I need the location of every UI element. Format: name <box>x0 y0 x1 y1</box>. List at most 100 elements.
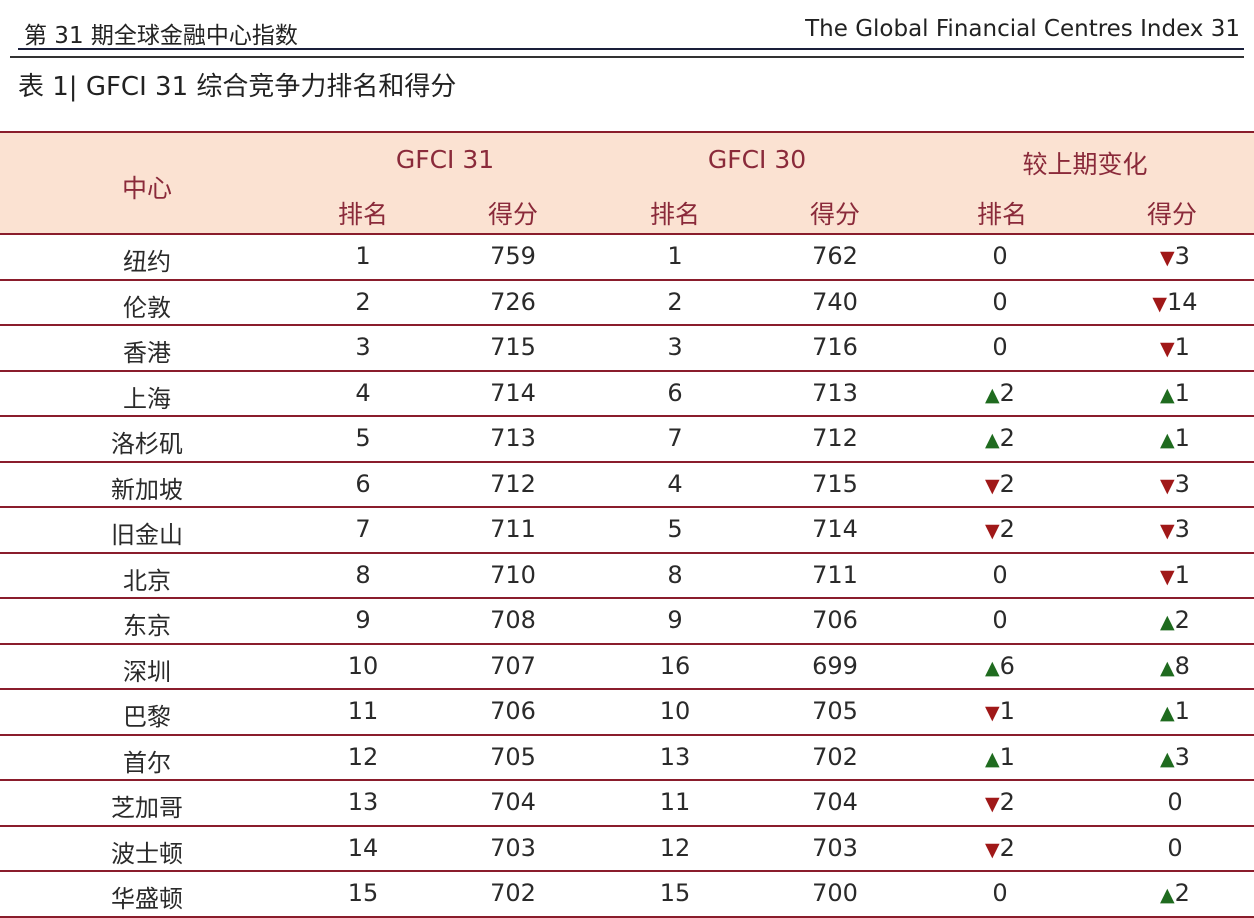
cell-gfci31-rank: 4 <box>355 378 371 407</box>
cell-gfci30-score: 713 <box>812 378 858 407</box>
cell-gfci31-rank: 7 <box>355 515 371 543</box>
change-value: 2 <box>999 469 1015 498</box>
table-row: 香港 3 715 3 716 0 ▼1 <box>0 326 1254 372</box>
cell-gfci30-score: 700 <box>812 879 858 907</box>
document-header: 第 31 期全球金融中心指数 The Global Financial Cent… <box>18 14 1244 50</box>
triangle-down-icon: ▼ <box>1160 338 1175 360</box>
cell-change-rank: 0 <box>992 879 1007 907</box>
change-value: 2 <box>1174 606 1190 634</box>
cell-gfci30-score: 715 <box>812 469 858 498</box>
cell-gfci30-rank: 5 <box>667 515 683 543</box>
cell-gfci31-score: 713 <box>490 424 536 452</box>
cell-gfci30-rank: 9 <box>667 606 683 634</box>
change-value: 1 <box>1174 378 1190 407</box>
cell-change-score: ▲1 <box>1160 697 1190 725</box>
cell-gfci31-score: 705 <box>490 742 536 771</box>
col-gfci30-score: 得分 <box>809 200 861 229</box>
header-title-cn: 第 31 期全球金融中心指数 <box>24 23 298 49</box>
table-row: 新加坡 6 712 4 715 ▼2 ▼3 <box>0 463 1254 508</box>
header-divider <box>10 56 1244 58</box>
table-row: 伦敦 2 726 2 740 0 ▼14 <box>0 281 1254 326</box>
cell-gfci30-score: 699 <box>812 651 858 680</box>
triangle-down-icon: ▼ <box>985 520 1000 542</box>
change-value: 14 <box>1167 287 1198 316</box>
cell-gfci31-score: 715 <box>490 333 536 361</box>
cell-gfci31-rank: 9 <box>355 606 371 634</box>
cell-change-rank: ▼2 <box>985 515 1015 543</box>
triangle-up-icon: ▲ <box>1160 656 1175 679</box>
cell-gfci31-rank: 12 <box>347 742 379 771</box>
col-gfci30-rank: 排名 <box>649 200 701 229</box>
change-value: 1 <box>1174 697 1190 725</box>
cell-center: 纽约 <box>123 248 171 276</box>
cell-gfci31-rank: 15 <box>347 879 379 907</box>
triangle-down-icon: ▼ <box>1152 292 1168 315</box>
col-center: 中心 <box>121 174 173 203</box>
cell-change-rank: 0 <box>992 288 1007 316</box>
table-row: 巴黎 11 706 10 705 ▼1 ▲1 <box>0 690 1254 736</box>
cell-center: 波士顿 <box>111 839 183 868</box>
change-value: 0 <box>1167 788 1183 816</box>
table-row: 洛杉矶 5 713 7 712 ▲2 ▲1 <box>0 417 1254 463</box>
triangle-up-icon: ▲ <box>1160 884 1175 906</box>
cell-gfci31-score: 726 <box>490 287 536 316</box>
cell-gfci31-score: 714 <box>490 378 536 407</box>
cell-gfci30-rank: 15 <box>659 879 691 907</box>
cell-gfci30-score: 706 <box>812 606 858 634</box>
change-value: 2 <box>999 788 1015 816</box>
cell-change-rank: ▲1 <box>985 743 1015 771</box>
cell-gfci31-score: 706 <box>490 697 536 725</box>
cell-center: 东京 <box>123 612 171 640</box>
cell-gfci30-rank: 1 <box>667 242 683 270</box>
triangle-up-icon: ▲ <box>1160 747 1175 770</box>
col-gfci31-rank: 排名 <box>337 200 389 229</box>
col-gfci31: GFCI 31 <box>395 145 495 174</box>
change-value: 1 <box>999 742 1015 771</box>
col-change-rank: 排名 <box>976 200 1028 229</box>
change-value: 2 <box>999 378 1015 407</box>
triangle-down-icon: ▼ <box>985 702 1000 724</box>
table-row: 上海 4 714 6 713 ▲2 ▲1 <box>0 372 1254 417</box>
triangle-down-icon: ▼ <box>1160 520 1175 542</box>
cell-gfci30-score: 716 <box>812 333 858 361</box>
cell-center: 首尔 <box>123 748 171 777</box>
cell-change-score: 0 <box>1167 834 1182 862</box>
table-row: 深圳 10 707 16 699 ▲6 ▲8 <box>0 645 1254 690</box>
cell-gfci31-score: 702 <box>490 879 536 907</box>
cell-change-score: ▼1 <box>1160 333 1190 361</box>
change-value: 1 <box>1174 424 1190 452</box>
triangle-up-icon: ▲ <box>1160 383 1175 406</box>
cell-gfci30-score: 705 <box>812 697 858 725</box>
cell-gfci30-score: 702 <box>812 742 858 771</box>
change-value: 2 <box>999 515 1015 543</box>
table-row: 纽约 1 759 1 762 0 ▼3 <box>0 235 1254 281</box>
table-row: 芝加哥 13 704 11 704 ▼2 0 <box>0 781 1254 827</box>
triangle-up-icon: ▲ <box>1160 429 1175 451</box>
change-value: 8 <box>1174 651 1190 680</box>
change-value: 3 <box>1174 742 1190 771</box>
triangle-down-icon: ▼ <box>1160 565 1175 588</box>
cell-gfci31-score: 703 <box>490 833 536 862</box>
triangle-up-icon: ▲ <box>1160 611 1175 633</box>
change-value: 1 <box>1174 333 1190 361</box>
change-value: 2 <box>999 833 1015 862</box>
cell-change-score: 0 <box>1167 788 1182 816</box>
cell-center: 旧金山 <box>111 521 183 549</box>
cell-gfci30-rank: 10 <box>659 697 691 725</box>
cell-gfci30-score: 740 <box>812 287 858 316</box>
table-row: 旧金山 7 711 5 714 ▼2 ▼3 <box>0 508 1254 554</box>
triangle-down-icon: ▼ <box>1160 474 1175 497</box>
cell-center: 洛杉矶 <box>111 430 183 458</box>
change-value: 0 <box>992 333 1008 361</box>
change-value: 1 <box>1174 560 1190 589</box>
cell-change-score: ▲8 <box>1160 652 1190 680</box>
cell-gfci31-rank: 1 <box>355 242 371 270</box>
cell-gfci31-rank: 2 <box>355 287 371 316</box>
triangle-up-icon: ▲ <box>985 383 1000 406</box>
cell-gfci30-rank: 7 <box>667 424 683 452</box>
cell-gfci30-rank: 13 <box>659 742 691 771</box>
change-value: 3 <box>1174 515 1190 543</box>
change-value: 0 <box>992 560 1008 589</box>
cell-change-score: ▲1 <box>1160 424 1190 452</box>
cell-change-score: ▼3 <box>1160 470 1190 498</box>
